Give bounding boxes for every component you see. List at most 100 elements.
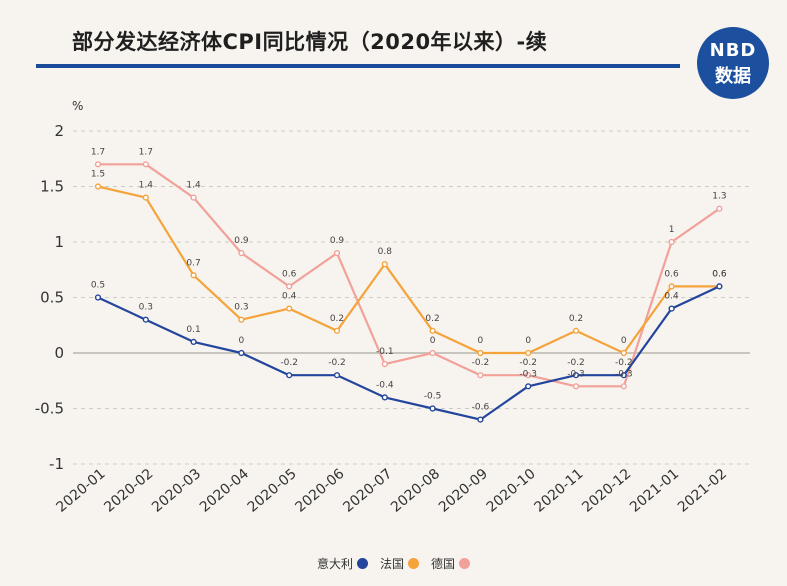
data-point (716, 205, 723, 212)
data-label: -0.2 (615, 358, 633, 368)
data-point (142, 161, 149, 168)
data-point (381, 261, 388, 268)
x-tick-label: 2021-01 (627, 466, 682, 516)
data-label: 0.3 (139, 303, 153, 313)
data-point (572, 372, 580, 379)
data-label: 0.4 (664, 292, 679, 302)
y-tick-label: -0.5 (35, 400, 64, 418)
chart-title: 部分发达经济体CPI同比情况（2020年以来）-续 (72, 30, 548, 54)
data-label: 0.1 (186, 325, 200, 335)
data-label: 0.5 (91, 281, 105, 291)
data-point (142, 194, 149, 201)
data-label: -0.2 (328, 358, 346, 368)
data-point (716, 283, 723, 290)
data-label: 0.9 (234, 236, 249, 246)
x-tick-label: 2020-08 (388, 466, 443, 516)
y-tick-label: 1 (54, 233, 64, 251)
data-label: -0.5 (424, 392, 442, 402)
y-tick-label: 2 (54, 122, 64, 140)
data-label: -0.2 (280, 358, 298, 368)
data-point (333, 250, 341, 257)
data-label: 0.2 (330, 314, 344, 324)
x-tick-label: 2020-07 (340, 466, 395, 516)
x-tick-label: 2021-02 (675, 466, 730, 516)
data-label: 1.5 (91, 170, 105, 180)
data-point (238, 316, 245, 323)
data-label: 1.7 (91, 147, 105, 157)
data-point (190, 194, 197, 201)
data-point (190, 272, 197, 279)
data-label: 0.8 (378, 247, 393, 257)
data-point (429, 349, 436, 357)
legend-swatch (408, 558, 419, 569)
data-label: 1 (669, 225, 675, 235)
data-label: 0.6 (712, 269, 727, 279)
data-point (333, 327, 341, 334)
data-point (620, 349, 627, 357)
data-labels: 0.50.30.10-0.2 -0.2-0.4-0.5-0.6-0.3-0.2 -0… (91, 147, 727, 412)
data-point (429, 405, 436, 412)
series-line-2 (98, 163, 721, 388)
data-point (286, 305, 293, 312)
x-tick-label: 2020-02 (101, 466, 156, 516)
legend-item: 德国 (431, 555, 471, 572)
data-label: 0.6 (712, 269, 727, 279)
data-label: 0.2 (569, 314, 583, 324)
x-tick-label: 2020-12 (579, 466, 634, 516)
data-label: 0.2 (425, 314, 439, 324)
x-tick-label: 2020-09 (436, 466, 491, 516)
x-tick-label: 2020-01 (53, 466, 108, 516)
data-label: -0.2 (472, 358, 490, 368)
x-tick-label: 2020-04 (197, 466, 252, 516)
y-tick-label: -1 (49, 455, 64, 473)
data-point (286, 372, 293, 379)
data-point (142, 316, 149, 323)
y-axis-unit: % (72, 99, 83, 113)
legend-swatch (356, 558, 368, 569)
legend-label: 德国 (431, 557, 456, 571)
series-lines (94, 161, 723, 423)
data-label: 0 (430, 336, 436, 346)
logo-text-bottom: 数据 (715, 66, 751, 87)
series-line-1 (97, 185, 720, 355)
y-tick-label: 1.5 (40, 178, 64, 196)
data-point (190, 338, 197, 346)
data-point (477, 349, 484, 357)
data-point (477, 372, 484, 379)
chart-legend: 意大利 法国 德国 (0, 555, 787, 572)
data-label: -0.1 (376, 347, 394, 357)
data-label: 0.7 (186, 258, 200, 268)
x-tick-label: 2020-10 (484, 466, 539, 516)
x-tick-label: 2020-05 (245, 466, 300, 516)
data-point (668, 238, 675, 246)
data-label: 0.6 (664, 269, 679, 279)
data-point (381, 394, 388, 401)
data-label: 0 (621, 336, 627, 346)
legend-item: 法国 (380, 555, 419, 572)
data-point (525, 372, 532, 379)
logo-text-top: NBD (709, 40, 757, 61)
legend-item: 意大利 (317, 555, 368, 572)
data-label: -0.2 (567, 358, 585, 368)
y-axis: % 2 1.5 1 0.5 0 -0.5 -1 (35, 99, 84, 473)
y-tick-label: 0.5 (40, 289, 64, 307)
data-label: -0.3 (567, 369, 585, 379)
data-label: 0 (478, 336, 484, 346)
data-label: 0.6 (282, 269, 297, 279)
legend-label: 意大利 (316, 557, 353, 571)
series-line-0 (97, 285, 720, 421)
data-point (668, 305, 675, 312)
legend-label: 法国 (379, 557, 404, 571)
data-label: 1.7 (139, 147, 153, 157)
data-label: -0.3 (519, 369, 537, 379)
x-tick-label: 2020-11 (531, 466, 586, 516)
data-point (620, 372, 627, 379)
data-point (572, 383, 580, 390)
data-point (94, 294, 102, 301)
data-label: -0.6 (472, 403, 490, 413)
data-label: 1.3 (712, 192, 726, 202)
x-tick-label: 2020-03 (149, 466, 204, 516)
data-label: 0 (525, 336, 531, 346)
data-point (94, 161, 102, 168)
